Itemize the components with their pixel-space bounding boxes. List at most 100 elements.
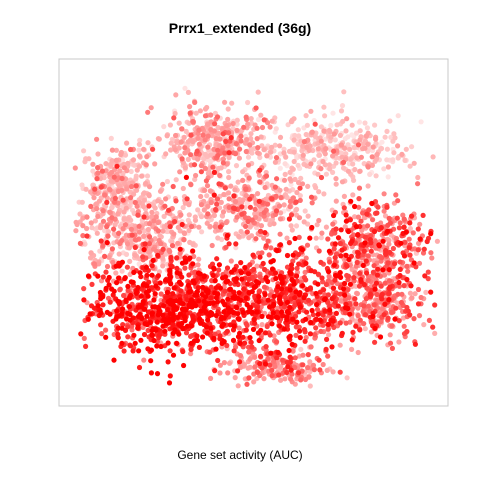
- cell-point: [128, 199, 134, 205]
- cell-point: [291, 281, 297, 287]
- cell-point: [269, 372, 275, 379]
- cell-point: [100, 302, 106, 308]
- cell-point: [176, 120, 182, 126]
- cell-point: [279, 280, 285, 286]
- cell-point: [146, 193, 152, 199]
- cell-point: [197, 108, 203, 114]
- cell-point: [247, 196, 253, 202]
- cell-point: [192, 99, 198, 105]
- cell-point: [343, 252, 349, 258]
- cell-point: [119, 325, 125, 331]
- cell-point: [216, 181, 222, 187]
- cell-point: [255, 116, 262, 123]
- cell-point: [119, 175, 125, 182]
- cell-point: [192, 176, 198, 182]
- cell-point: [77, 211, 83, 217]
- cell-point: [303, 260, 309, 266]
- cell-point: [151, 337, 157, 344]
- cell-point: [144, 283, 150, 289]
- cell-point: [158, 291, 164, 297]
- cell-point: [87, 311, 93, 317]
- cell-point: [203, 324, 210, 330]
- cell-point: [402, 239, 408, 245]
- cell-point: [345, 273, 352, 279]
- cell-point: [222, 150, 228, 156]
- cell-point: [237, 353, 244, 359]
- cell-point: [146, 221, 153, 227]
- cell-point: [226, 150, 232, 156]
- cell-point: [373, 140, 379, 146]
- cell-point: [308, 319, 314, 326]
- cell-point: [388, 134, 394, 140]
- cell-point: [84, 233, 90, 239]
- cell-point: [281, 326, 287, 332]
- cell-point: [85, 273, 92, 279]
- cell-point: [318, 138, 324, 144]
- cell-point: [212, 224, 218, 230]
- cell-point: [198, 163, 204, 169]
- cell-point: [152, 205, 158, 211]
- cell-point: [407, 290, 413, 296]
- cell-point: [153, 283, 159, 289]
- cell-point: [293, 324, 299, 330]
- cell-point: [205, 133, 211, 139]
- cell-point: [119, 340, 125, 346]
- cell-point: [289, 277, 295, 283]
- cell-point: [273, 155, 280, 161]
- cell-point: [148, 105, 154, 111]
- cell-point: [246, 349, 252, 355]
- cell-point: [330, 285, 337, 291]
- cell-point: [146, 241, 152, 247]
- cell-point: [168, 254, 174, 261]
- cell-point: [374, 291, 380, 298]
- cell-point: [243, 186, 249, 192]
- cell-point: [365, 253, 371, 259]
- cell-point: [269, 321, 275, 327]
- cell-point: [333, 272, 339, 279]
- cell-point: [181, 314, 188, 320]
- cell-point: [174, 270, 180, 276]
- cell-point: [256, 198, 262, 204]
- cell-point: [190, 248, 196, 254]
- cell-point: [363, 296, 369, 302]
- cell-point: [289, 227, 295, 233]
- cell-point: [392, 316, 398, 322]
- cell-point: [267, 332, 273, 338]
- cell-point: [182, 165, 188, 171]
- cell-point: [120, 197, 126, 203]
- cell-point: [222, 185, 228, 191]
- cell-point: [104, 224, 110, 230]
- cell-point: [238, 138, 244, 144]
- cell-point: [418, 294, 424, 301]
- cell-point: [245, 99, 251, 106]
- cell-point: [265, 201, 271, 207]
- cell-point: [119, 238, 125, 244]
- cell-point: [109, 246, 115, 252]
- cell-point: [318, 124, 324, 130]
- cell-point: [302, 376, 309, 383]
- cell-point: [361, 248, 367, 254]
- cell-point: [308, 268, 314, 274]
- cell-point: [256, 299, 262, 305]
- cell-point: [116, 251, 122, 257]
- cell-point: [296, 234, 302, 240]
- cell-point: [246, 235, 252, 241]
- cell-point: [300, 362, 306, 368]
- cell-point: [263, 243, 269, 249]
- cell-point: [116, 313, 122, 319]
- cell-point: [211, 266, 217, 272]
- cell-point: [121, 165, 127, 171]
- cell-point: [257, 179, 263, 185]
- cell-point: [378, 283, 384, 289]
- cell-point: [247, 204, 253, 210]
- cell-point: [174, 340, 180, 346]
- cell-point: [370, 144, 376, 150]
- cell-point: [355, 232, 361, 238]
- cell-point: [88, 189, 94, 195]
- cell-point: [195, 135, 201, 141]
- cell-point: [397, 259, 403, 265]
- cell-point: [145, 109, 151, 115]
- cell-point: [211, 169, 217, 175]
- cell-point: [345, 228, 352, 235]
- cell-point: [281, 202, 287, 208]
